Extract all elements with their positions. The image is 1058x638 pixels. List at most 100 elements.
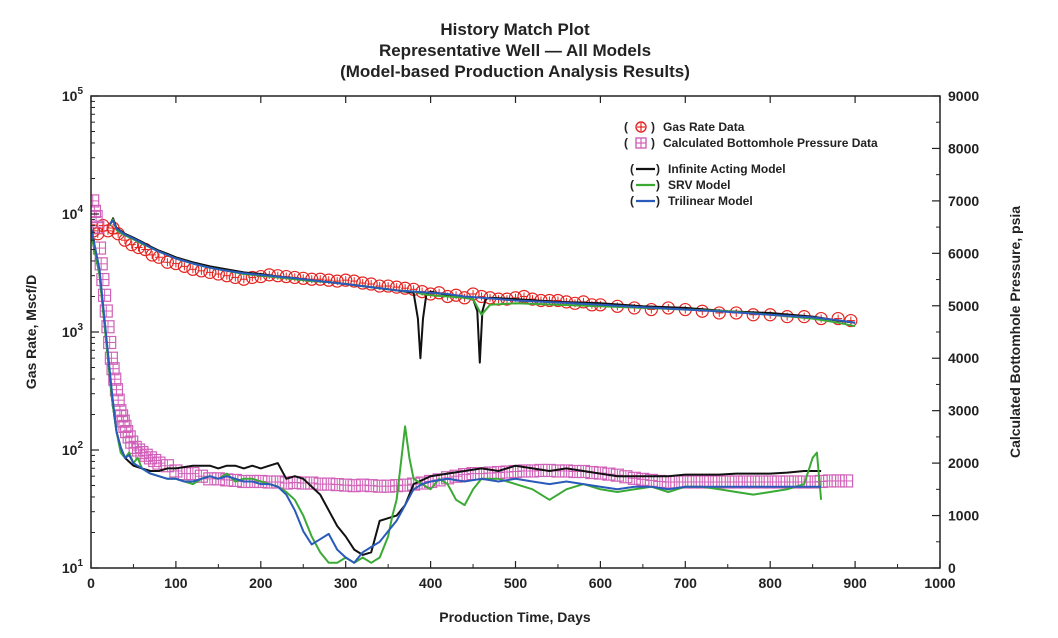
circle-plus-marker-icon <box>635 121 647 133</box>
legend-label-srv: SRV Model <box>668 178 730 192</box>
x-tick-label: 1000 <box>924 575 955 591</box>
legend-paren-open: ( <box>630 162 634 176</box>
gas-rate-data-point <box>160 255 175 269</box>
calculated-bottomhole-pressure-data-point <box>131 443 146 457</box>
gas-rate-data-point <box>322 273 336 287</box>
calculated-bottomhole-pressure-data-point <box>125 435 139 449</box>
y-right-tick-label: 5000 <box>948 298 979 314</box>
x-tick-label: 900 <box>843 575 867 591</box>
x-tick-label: 500 <box>504 575 528 591</box>
legend-paren-close: ) <box>651 120 655 134</box>
legend-paren-close: ) <box>651 136 655 150</box>
calculated-bottomhole-pressure-data-point <box>390 479 404 493</box>
y-right-tick-label: 9000 <box>948 88 979 104</box>
calculated-bottomhole-pressure-data-point <box>356 478 370 492</box>
calculated-bottomhole-pressure-data-point <box>559 464 574 478</box>
series-calculated-bottomhole-pressure-data <box>91 194 854 493</box>
calculated-bottomhole-pressure-data-point <box>96 272 110 287</box>
calculated-bottomhole-pressure-data-point <box>347 479 361 493</box>
x-tick-label: 400 <box>419 575 443 591</box>
series-infinite-acting-model-bhp-line <box>91 232 822 556</box>
y-left-tick-label: 104 <box>62 204 84 222</box>
x-axis-label: Production Time, Days <box>439 609 591 625</box>
calculated-bottomhole-pressure-data-point <box>381 479 395 493</box>
calculated-bottomhole-pressure-data-point <box>169 464 183 478</box>
x-tick-label: 100 <box>164 575 188 591</box>
calculated-bottomhole-pressure-data-point <box>148 453 162 468</box>
y-left-tick-label: 103 <box>62 322 84 340</box>
legend-label-trilinear: Trilinear Model <box>668 194 753 208</box>
calculated-bottomhole-pressure-data-point <box>97 288 112 302</box>
legend-paren-open: ( <box>624 120 628 134</box>
chart-title-line-3: (Model-based Production Analysis Results… <box>340 62 690 81</box>
legend-entry-srv: ( ) SRV Model <box>630 178 730 192</box>
legend-entry-gas-rate: ( ) Gas Rate Data <box>624 120 745 134</box>
gas-rate-data-point <box>644 302 658 317</box>
y-right-tick-label: 6000 <box>948 245 979 261</box>
calculated-bottomhole-pressure-data-point <box>339 478 353 492</box>
legend: ( ) Gas Rate Data ( ) Calculated Bottomh… <box>624 120 878 208</box>
calculated-bottomhole-pressure-data-point <box>525 464 540 478</box>
calculated-bottomhole-pressure-data-point <box>330 478 344 492</box>
y-right-tick-label: 1000 <box>948 508 979 524</box>
x-tick-label: 600 <box>589 575 613 591</box>
y-left-tick-label: 105 <box>62 86 84 104</box>
legend-paren-open: ( <box>630 178 634 192</box>
chart-title-line-2: Representative Well — All Models <box>379 41 651 60</box>
y-left-axis-label: Gas Rate, Mscf/D <box>23 275 39 389</box>
calculated-bottomhole-pressure-data-point <box>653 474 667 489</box>
y-left-tick-label: 101 <box>62 558 84 576</box>
legend-paren-open: ( <box>624 136 628 150</box>
calculated-bottomhole-pressure-data-point <box>627 471 641 485</box>
calculated-bottomhole-pressure-data-point <box>160 459 175 473</box>
calculated-bottomhole-pressure-data-point <box>814 474 828 489</box>
calculated-bottomhole-pressure-data-point <box>91 204 101 218</box>
calculated-bottomhole-pressure-data-point <box>398 478 412 492</box>
calculated-bottomhole-pressure-data-point <box>636 472 650 486</box>
legend-entry-infinite-acting: ( ) Infinite Acting Model <box>630 162 786 176</box>
y-right-tick-label: 8000 <box>948 140 979 156</box>
gas-rate-data-point <box>313 272 327 286</box>
legend-paren-close: ) <box>656 194 660 208</box>
series-trilinear-model-bhp-line <box>91 226 822 564</box>
calculated-bottomhole-pressure-data-point <box>491 465 506 480</box>
series-layer <box>91 194 858 564</box>
calculated-bottomhole-pressure-data-point <box>840 474 854 488</box>
y-right-tick-label: 2000 <box>948 455 979 471</box>
series-srv-model-bhp-line <box>91 232 823 564</box>
legend-entry-trilinear: ( ) Trilinear Model <box>630 194 753 208</box>
calculated-bottomhole-pressure-data-point <box>322 477 336 491</box>
calculated-bottomhole-pressure-data-point <box>364 479 378 493</box>
gas-rate-data-point <box>330 274 344 288</box>
ticks-layer: 0 100 200 300 400 500 600 700 800 900 1000 101 102 10… <box>62 86 979 591</box>
y-right-axis-label: Calculated Bottomhole Pressure, psia <box>1007 206 1023 458</box>
legend-paren-open: ( <box>630 194 634 208</box>
chart-title-line-1: History Match Plot <box>440 20 590 39</box>
x-tick-label: 200 <box>249 575 273 591</box>
calculated-bottomhole-pressure-data-point <box>128 440 142 454</box>
x-tick-label: 300 <box>334 575 358 591</box>
calculated-bottomhole-pressure-data-point <box>99 304 113 318</box>
x-tick-label: 0 <box>87 575 95 591</box>
calculated-bottomhole-pressure-data-point <box>152 456 166 470</box>
legend-paren-close: ) <box>656 178 660 192</box>
legend-label-gas-rate: Gas Rate Data <box>663 120 745 134</box>
gas-rate-data-point <box>712 306 726 320</box>
gas-rate-data-point <box>508 291 523 305</box>
legend-entry-bhp-data: ( ) Calculated Bottomhole Pressure Data <box>624 136 878 150</box>
series-gas-rate-data <box>91 218 858 328</box>
x-tick-label: 800 <box>759 575 783 591</box>
y-right-tick-label: 7000 <box>948 193 979 209</box>
legend-label-bhp-data: Calculated Bottomhole Pressure Data <box>663 136 878 150</box>
series-trilinear-model-line <box>108 219 856 324</box>
plot-frame <box>90 95 941 569</box>
x-tick-label: 700 <box>674 575 698 591</box>
legend-label-infinite-acting: Infinite Acting Model <box>668 162 786 176</box>
y-right-tick-label: 0 <box>948 560 956 576</box>
y-right-tick-label: 4000 <box>948 350 979 366</box>
legend-paren-close: ) <box>656 162 660 176</box>
y-left-tick-label: 102 <box>62 440 84 458</box>
calculated-bottomhole-pressure-data-point <box>186 467 200 481</box>
y-right-tick-label: 3000 <box>948 403 979 419</box>
